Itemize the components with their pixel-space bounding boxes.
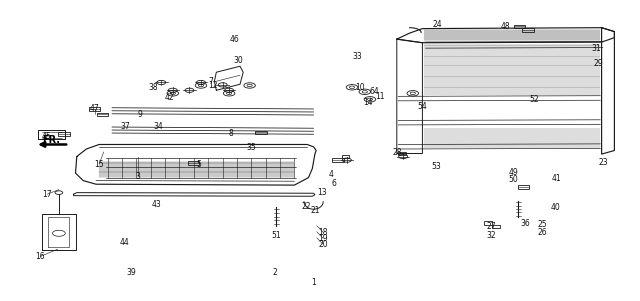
- Text: 14: 14: [363, 98, 373, 107]
- Text: 3: 3: [135, 172, 140, 181]
- Text: 53: 53: [431, 162, 441, 171]
- Text: 32: 32: [486, 231, 497, 240]
- Text: 45: 45: [41, 132, 51, 141]
- Text: 6: 6: [332, 179, 337, 188]
- Text: 22: 22: [302, 202, 311, 211]
- Text: 43: 43: [152, 200, 162, 209]
- Text: 2: 2: [273, 268, 278, 277]
- Text: 36: 36: [520, 219, 530, 228]
- Text: 5: 5: [196, 160, 201, 169]
- Bar: [492, 225, 500, 228]
- Bar: [255, 131, 267, 134]
- Bar: [484, 221, 492, 225]
- Bar: [398, 152, 406, 155]
- Text: 9: 9: [137, 110, 142, 119]
- Text: 39: 39: [126, 268, 136, 277]
- Text: 30: 30: [234, 56, 244, 65]
- Text: 49: 49: [508, 168, 518, 177]
- Text: 12: 12: [208, 81, 217, 90]
- Bar: [97, 113, 108, 116]
- Text: 8: 8: [228, 129, 233, 138]
- Text: 42: 42: [164, 93, 175, 102]
- Text: 7: 7: [209, 77, 214, 86]
- Text: 54: 54: [417, 102, 428, 111]
- Text: 64: 64: [369, 87, 380, 96]
- Text: 11: 11: [375, 92, 384, 101]
- Text: 46: 46: [229, 35, 239, 44]
- Text: 47: 47: [90, 104, 100, 113]
- Text: 34: 34: [154, 122, 164, 131]
- Bar: [522, 28, 534, 32]
- Text: 26: 26: [537, 228, 547, 237]
- Text: 38: 38: [148, 83, 159, 92]
- Text: 48: 48: [500, 22, 511, 31]
- Bar: [332, 158, 344, 162]
- Text: 4: 4: [329, 170, 334, 179]
- Bar: [58, 132, 70, 136]
- Bar: [518, 185, 529, 189]
- Bar: [514, 25, 525, 28]
- Text: 33: 33: [352, 52, 362, 61]
- Bar: [188, 161, 199, 165]
- Text: 18: 18: [319, 228, 328, 237]
- Bar: [89, 107, 100, 111]
- Text: 29: 29: [593, 59, 604, 68]
- Text: 13: 13: [317, 188, 327, 197]
- Text: 35: 35: [246, 143, 257, 152]
- Text: 31: 31: [591, 44, 602, 53]
- Text: 21: 21: [311, 206, 320, 215]
- Text: 20: 20: [318, 240, 328, 249]
- Text: 44: 44: [120, 238, 130, 247]
- Text: 23: 23: [598, 158, 609, 167]
- Text: 17: 17: [42, 190, 52, 199]
- Text: FR.: FR.: [42, 135, 60, 145]
- Text: 16: 16: [35, 252, 45, 261]
- Text: 15: 15: [94, 160, 104, 169]
- Text: 50: 50: [508, 175, 518, 184]
- Text: 27: 27: [486, 222, 497, 231]
- Text: 40: 40: [550, 203, 561, 212]
- Text: 51: 51: [271, 231, 282, 240]
- Text: 52: 52: [529, 95, 540, 104]
- Text: 28: 28: [392, 147, 401, 157]
- Text: 41: 41: [552, 174, 562, 183]
- Text: 10: 10: [355, 83, 365, 92]
- Text: 25: 25: [537, 220, 547, 229]
- Text: 19: 19: [318, 234, 328, 243]
- Text: 1: 1: [311, 278, 316, 287]
- Text: 37: 37: [120, 122, 130, 131]
- Bar: [342, 155, 349, 158]
- Text: 24: 24: [433, 20, 443, 29]
